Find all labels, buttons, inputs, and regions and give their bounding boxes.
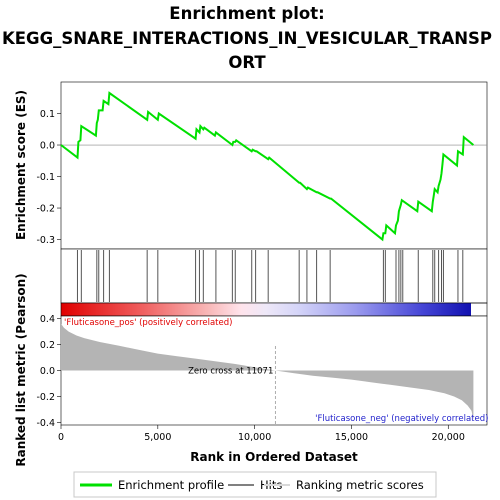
metric-x-tick-label: 0 (58, 432, 64, 443)
metric-y-tick-label: 0.4 (40, 314, 55, 325)
es-y-axis: 0.1 0.0 -0.1 -0.2 -0.3 (36, 109, 61, 246)
chart-title: Enrichment plot: (169, 4, 324, 23)
metric-y-tick-label: 0.2 (40, 340, 55, 351)
metric-x-tick-label: 5,000 (144, 432, 171, 443)
legend-label-enrichment: Enrichment profile (118, 478, 224, 492)
ranking-metric-area (61, 323, 474, 420)
es-panel-frame (60, 81, 488, 250)
es-y-tick-label: -0.3 (36, 235, 55, 246)
metric-y-axis: 0.4 0.2 0.0 -0.2 -0.4 (36, 314, 61, 429)
chart-subtitle-line-1: KEGG_SNARE_INTERACTIONS_IN_VESICULAR_TRA… (2, 29, 492, 48)
metric-y-tick-label: -0.2 (36, 392, 55, 403)
metric-x-axis: 0 5,000 10,000 15,000 20,000 (58, 425, 465, 443)
metric-x-tick-label: 10,000 (238, 432, 271, 443)
hits-marks (76, 250, 464, 302)
metric-y-axis-label: Ranked list metric (Pearson) (14, 273, 28, 466)
negative-correlation-label: 'Fluticasone_neg' (negatively correlated… (315, 414, 488, 424)
legend-label-metric: Ranking metric scores (296, 478, 424, 492)
metric-y-tick-label: -0.4 (36, 418, 55, 429)
enrichment-profile-line (60, 91, 475, 242)
zero-cross-label: Zero cross at 11071 (188, 367, 273, 377)
positive-correlation-label: 'Fluticasone_pos' (positively correlated… (64, 318, 232, 328)
metric-x-tick-label: 15,000 (335, 432, 368, 443)
ranking-color-bar (61, 303, 471, 316)
es-y-axis-label: Enrichment score (ES) (14, 90, 28, 240)
es-y-tick-label: -0.2 (36, 204, 55, 215)
chart-subtitle-line-2: ORT (228, 53, 266, 72)
es-y-tick-label: -0.1 (36, 172, 55, 183)
es-y-tick-label: 0.0 (40, 141, 55, 152)
es-y-tick-label: 0.1 (40, 109, 55, 120)
hits-panel-frame (60, 248, 488, 304)
metric-x-axis-label: Rank in Ordered Dataset (190, 450, 358, 464)
metric-y-tick-label: 0.0 (40, 366, 55, 377)
legend-box (73, 471, 437, 498)
metric-x-tick-label: 20,000 (432, 432, 465, 443)
